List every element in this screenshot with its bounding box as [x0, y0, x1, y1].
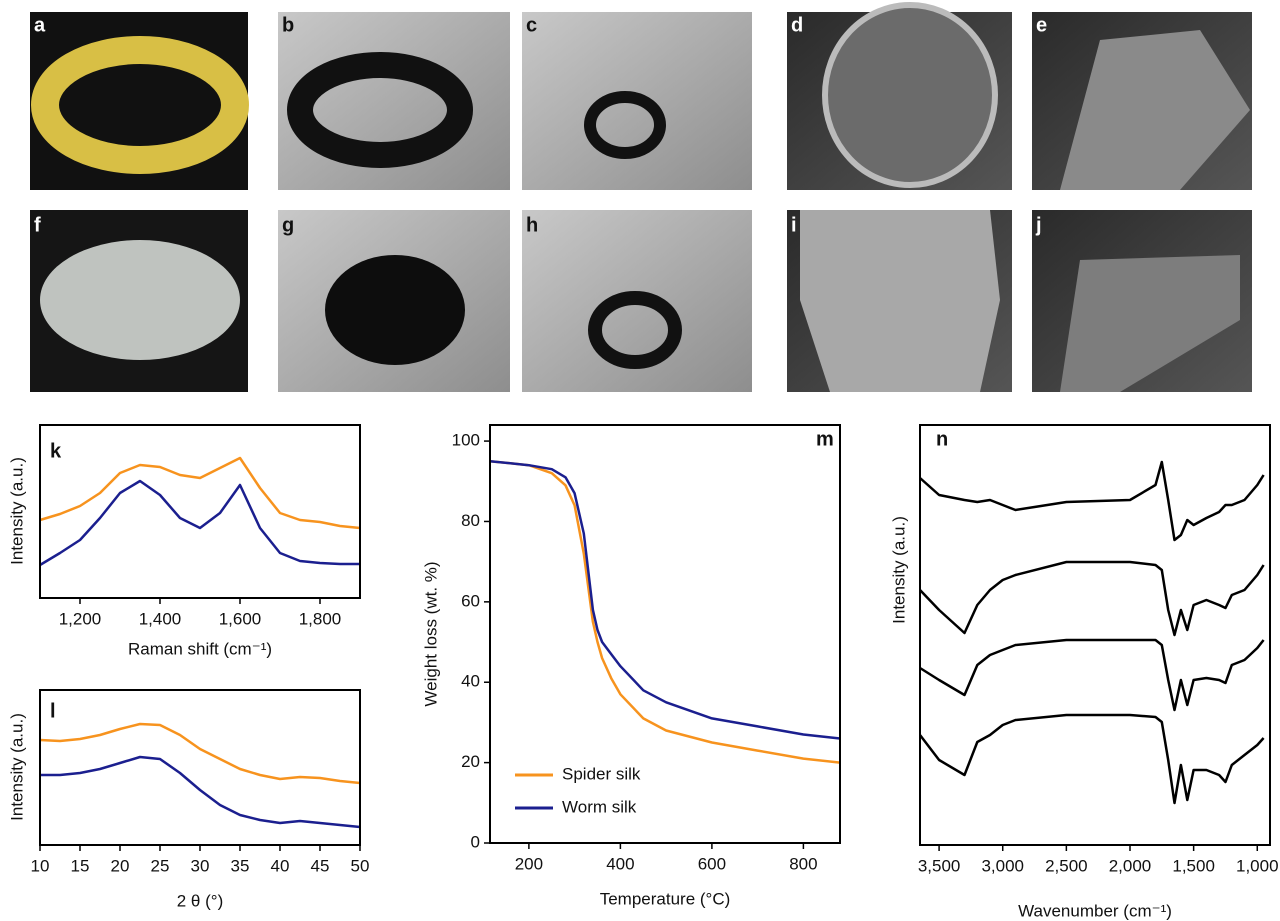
y-tick-label: 60	[461, 591, 480, 610]
data-line	[919, 713, 1265, 805]
photos	[30, 2, 1252, 392]
panel-label: d	[791, 14, 803, 36]
x-tick-label: 20	[111, 856, 130, 875]
x-tick-label: 15	[71, 856, 90, 875]
panel-label: c	[526, 14, 537, 36]
x-tick-label: 1,800	[299, 609, 342, 628]
x-tick-label: 1,500	[1172, 856, 1215, 875]
chart-panel: 1,200 1,400 1,600 1,800 Raman shift (cm⁻¹) In…	[7, 424, 361, 658]
data-line	[489, 459, 841, 764]
y-axis-label: Intensity (a.u.)	[889, 516, 908, 624]
x-tick-label: 1,600	[219, 609, 262, 628]
plot-frame	[919, 424, 1271, 846]
legend-label: Worm silk	[562, 797, 637, 816]
x-axis-label: Raman shift (cm⁻¹)	[128, 639, 272, 658]
x-tick-label: 1,000	[1236, 856, 1279, 875]
plot-frame	[39, 424, 361, 599]
plot-frame	[489, 424, 841, 844]
data-line	[39, 722, 361, 785]
y-tick-label: 20	[461, 752, 480, 771]
x-tick-label: 35	[231, 856, 250, 875]
panel-label: k	[50, 440, 62, 462]
y-axis-label: Intensity (a.u.)	[7, 713, 26, 821]
fiber-bundle	[287, 52, 473, 168]
x-tick-label: 25	[151, 856, 170, 875]
x-tick-label: 400	[606, 854, 634, 873]
y-tick-label: 40	[461, 672, 480, 691]
data-line	[39, 456, 361, 530]
y-axis-label: Intensity (a.u.)	[7, 457, 26, 565]
y-tick-label: 0	[471, 832, 480, 851]
panel-label: j	[1035, 214, 1042, 236]
x-tick-label: 10	[31, 856, 50, 875]
x-tick-label: 50	[351, 856, 370, 875]
data-line	[919, 560, 1265, 637]
y-axis-label: Weight loss (wt. %)	[421, 561, 440, 706]
x-axis-label: Wavenumber (cm⁻¹)	[1018, 901, 1172, 920]
panel-label: b	[282, 14, 294, 36]
data-line	[919, 460, 1265, 542]
data-line	[919, 638, 1265, 712]
panel-label: g	[282, 214, 294, 236]
fiber-bundle	[40, 240, 240, 360]
y-tick-label: 100	[452, 431, 480, 450]
photo-labels: a b c d e f g h i j	[34, 14, 1047, 236]
x-tick-label: 2,500	[1045, 856, 1088, 875]
x-tick-label: 800	[789, 854, 817, 873]
panel-label: f	[34, 214, 41, 236]
chart-panel: 3,500 3,000 2,500 2,000 1,500 1,000 Wavenumber…	[889, 424, 1279, 920]
data-line	[40, 755, 361, 829]
panel-label: l	[50, 700, 56, 722]
legend-label: Spider silk	[562, 764, 641, 783]
x-tick-label: 30	[191, 856, 210, 875]
panel-label: i	[791, 214, 797, 236]
fiber	[1060, 255, 1240, 392]
chart-panel: 200 400 600 800 0 20 40 60 80 100 Temperature (°C)…	[421, 424, 841, 908]
panel-label: a	[34, 14, 46, 36]
fiber-bundle	[325, 255, 465, 365]
charts: 1,200 1,400 1,600 1,800 Raman shift (cm⁻¹) In…	[7, 424, 1279, 920]
x-tick-label: 600	[698, 854, 726, 873]
x-tick-label: 3,500	[918, 856, 961, 875]
panel-label: n	[936, 428, 948, 450]
fiber-bundle	[588, 291, 682, 369]
x-tick-label: 1,400	[139, 609, 182, 628]
panel-label: e	[1036, 14, 1047, 36]
fiber-end	[822, 2, 998, 188]
panel-label: h	[526, 214, 538, 236]
x-axis-label: Temperature (°C)	[600, 889, 731, 908]
fiber-end	[1060, 30, 1250, 190]
fiber-bundle	[584, 91, 666, 159]
x-tick-label: 40	[271, 856, 290, 875]
chart-panel: 10 15 20 25 30 35 40 45 50 2 θ (°) Intensity (a.u.…	[7, 689, 370, 910]
x-tick-label: 2,000	[1109, 856, 1152, 875]
x-axis-label: 2 θ (°)	[177, 891, 223, 910]
x-tick-label: 200	[515, 854, 543, 873]
data-line	[489, 459, 841, 740]
x-tick-label: 45	[311, 856, 330, 875]
y-tick-label: 80	[461, 511, 480, 530]
data-line	[39, 479, 360, 567]
panel-label: m	[816, 428, 834, 450]
x-tick-label: 1,200	[59, 609, 102, 628]
fiber	[800, 210, 1000, 392]
x-tick-label: 3,000	[981, 856, 1024, 875]
fiber-bundle	[31, 36, 249, 174]
